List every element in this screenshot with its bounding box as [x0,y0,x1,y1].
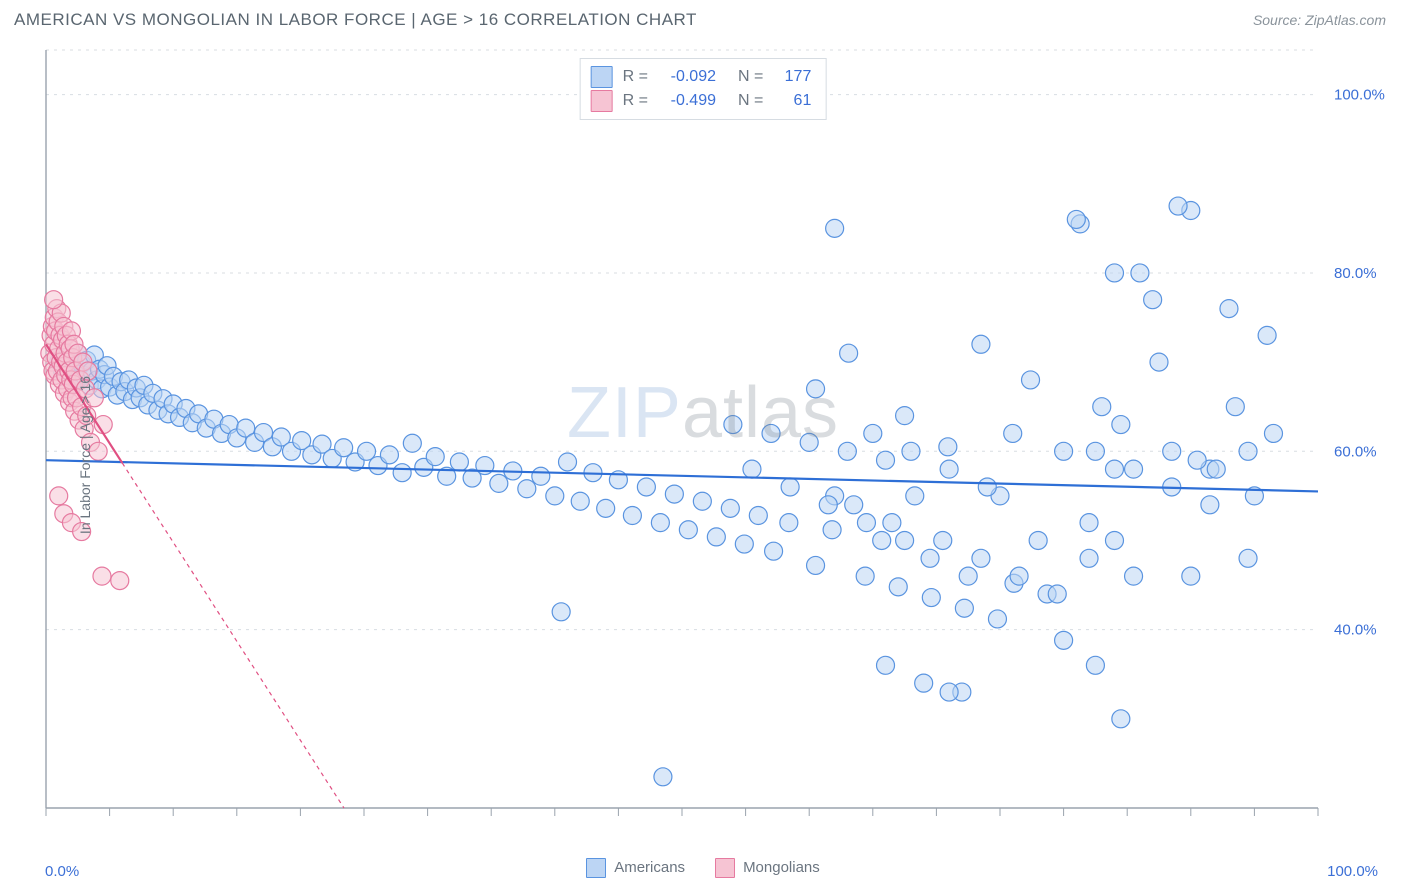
legend-row: R = -0.092 N = 177 [591,65,812,89]
series-legend: Americans Mongolians [0,858,1406,878]
svg-text:100.0%: 100.0% [1334,87,1385,104]
legend-n-label: N = [738,89,763,113]
legend-n-value: 177 [773,65,811,89]
svg-text:60.0%: 60.0% [1334,443,1377,460]
chart-area: In Labor Force | Age > 16 40.0% 60.0% 80.0… [0,30,1406,880]
svg-text:80.0%: 80.0% [1334,265,1377,282]
correlation-legend: R = -0.092 N = 177 R = -0.499 N = 61 [580,58,827,120]
legend-item: Mongolians [715,858,820,878]
chart-title: AMERICAN VS MONGOLIAN IN LABOR FORCE | A… [14,10,697,30]
svg-text:40.0%: 40.0% [1334,622,1377,639]
y-axis-label: In Labor Force | Age > 16 [77,376,93,534]
legend-r-label: R = [623,65,648,89]
legend-r-label: R = [623,89,648,113]
legend-swatch [586,858,606,878]
legend-label: Mongolians [743,859,820,876]
legend-swatch [715,858,735,878]
legend-r-value: -0.499 [658,89,716,113]
legend-n-value: 61 [773,89,811,113]
legend-swatch [591,90,613,112]
chart-header: AMERICAN VS MONGOLIAN IN LABOR FORCE | A… [0,0,1406,30]
legend-r-value: -0.092 [658,65,716,89]
legend-label: Americans [614,859,685,876]
legend-swatch [591,66,613,88]
legend-item: Americans [586,858,685,878]
chart-source: Source: ZipAtlas.com [1253,12,1386,28]
scatter-plot: 40.0% 60.0% 80.0% 100.0% [0,30,1406,840]
legend-row: R = -0.499 N = 61 [591,89,812,113]
legend-n-label: N = [738,65,763,89]
